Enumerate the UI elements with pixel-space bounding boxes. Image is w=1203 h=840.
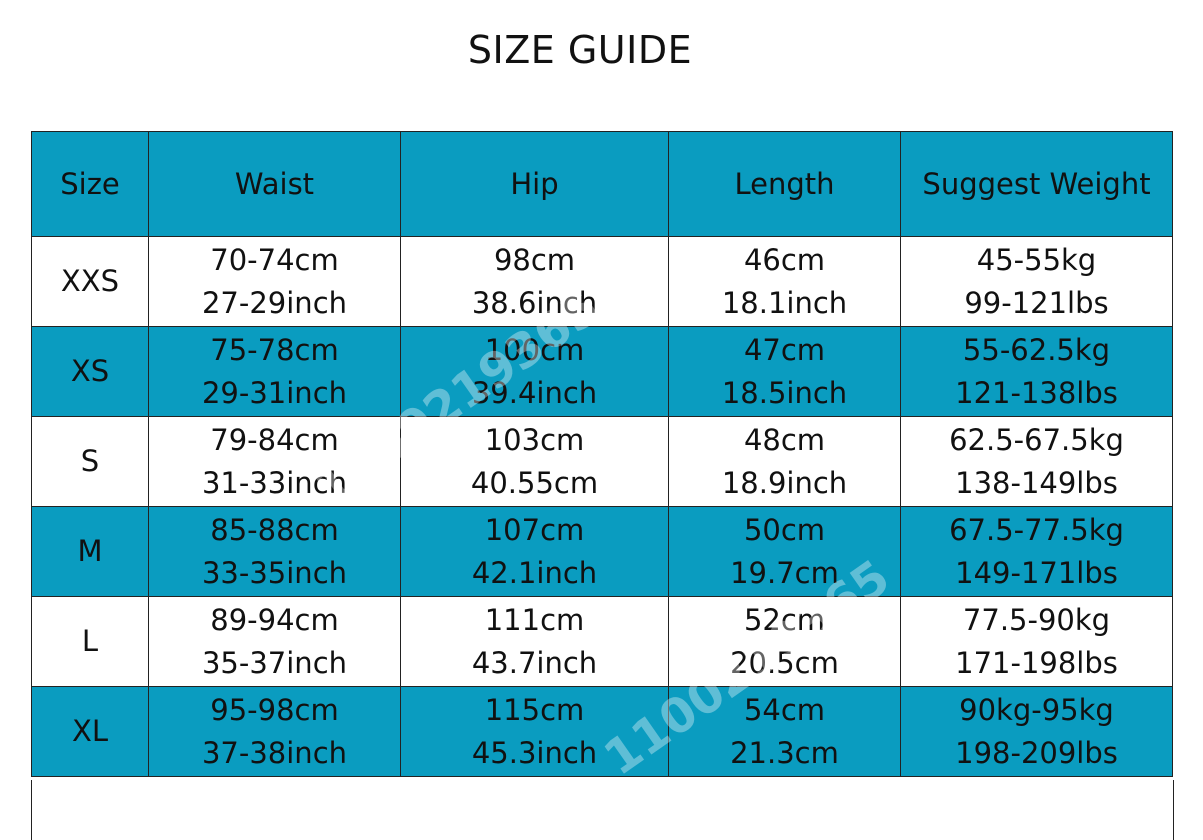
hip-imperial: 38.6inch — [471, 285, 598, 320]
cell-hip: 100cm 39.4inch — [400, 326, 669, 417]
hip-metric: 115cm — [484, 692, 585, 727]
length-metric: 47cm — [743, 332, 826, 367]
weight-metric: 62.5-67.5kg — [949, 422, 1124, 457]
waist-imperial: 27-29inch — [201, 285, 348, 320]
waist-imperial: 37-38inch — [201, 735, 348, 770]
hip-metric: 100cm — [484, 332, 585, 367]
cell-length: 46cm 18.1inch — [668, 236, 901, 327]
length-metric: 54cm — [743, 692, 826, 727]
weight-metric: 90kg-95kg — [959, 692, 1114, 727]
table-row: XXS 70-74cm 27-29inch 98cm 38.6inch 46cm 18.1i… — [31, 236, 1173, 327]
header-size: Size — [31, 131, 149, 237]
hip-imperial: 42.1inch — [471, 555, 598, 590]
length-imperial: 19.7cm — [730, 555, 839, 590]
cell-length: 52cm 20.5cm — [668, 596, 901, 687]
cell-length: 54cm 21.3cm — [668, 686, 901, 777]
size-table: Size Waist Hip Length Suggest Weight XXS… — [31, 131, 1173, 777]
cell-waist: 75-78cm 29-31inch — [148, 326, 401, 417]
length-imperial: 21.3cm — [730, 735, 839, 770]
cell-hip: 111cm 43.7inch — [400, 596, 669, 687]
cell-waist: 79-84cm 31-33inch — [148, 416, 401, 507]
cell-size: L — [31, 596, 149, 687]
waist-metric: 85-88cm — [210, 512, 339, 547]
table-row: M 85-88cm 33-35inch 107cm 42.1inch 50cm 19.7cm… — [31, 506, 1173, 597]
weight-metric: 55-62.5kg — [962, 332, 1111, 367]
weight-imperial: 198-209lbs — [955, 735, 1118, 770]
cell-weight: 55-62.5kg 121-138lbs — [900, 326, 1173, 417]
weight-imperial: 171-198lbs — [955, 645, 1118, 680]
cell-waist: 89-94cm 35-37inch — [148, 596, 401, 687]
page-title: SIZE GUIDE — [467, 28, 693, 72]
cell-waist: 85-88cm 33-35inch — [148, 506, 401, 597]
length-imperial: 18.9inch — [721, 465, 848, 500]
length-metric: 50cm — [743, 512, 826, 547]
cell-size: XL — [31, 686, 149, 777]
hip-imperial: 39.4inch — [471, 375, 598, 410]
waist-metric: 79-84cm — [210, 422, 339, 457]
length-imperial: 18.5inch — [721, 375, 848, 410]
cell-weight: 77.5-90kg 171-198lbs — [900, 596, 1173, 687]
cell-waist: 95-98cm 37-38inch — [148, 686, 401, 777]
length-imperial: 18.1inch — [721, 285, 848, 320]
cell-size: S — [31, 416, 149, 507]
cell-hip: 115cm 45.3inch — [400, 686, 669, 777]
waist-metric: 89-94cm — [210, 602, 339, 637]
header-row: Size Waist Hip Length Suggest Weight — [31, 131, 1173, 237]
table-row: XS 75-78cm 29-31inch 100cm 39.4inch 47cm 18.5i… — [31, 326, 1173, 417]
hip-metric: 107cm — [484, 512, 585, 547]
hip-imperial: 45.3inch — [471, 735, 598, 770]
weight-imperial: 99-121lbs — [964, 285, 1109, 320]
waist-metric: 95-98cm — [210, 692, 339, 727]
hip-metric: 103cm — [484, 422, 585, 457]
weight-metric: 45-55kg — [976, 242, 1097, 277]
cell-weight: 45-55kg 99-121lbs — [900, 236, 1173, 327]
hip-imperial: 40.55cm — [470, 465, 599, 500]
cell-length: 50cm 19.7cm — [668, 506, 901, 597]
weight-imperial: 138-149lbs — [955, 465, 1118, 500]
cell-hip: 98cm 38.6inch — [400, 236, 669, 327]
cell-size: M — [31, 506, 149, 597]
header-hip: Hip — [400, 131, 669, 237]
table-row: L 89-94cm 35-37inch 111cm 43.7inch 52cm 20.5cm… — [31, 596, 1173, 687]
cell-length: 47cm 18.5inch — [668, 326, 901, 417]
waist-metric: 75-78cm — [210, 332, 339, 367]
hip-imperial: 43.7inch — [471, 645, 598, 680]
weight-metric: 67.5-77.5kg — [949, 512, 1124, 547]
length-imperial: 20.5cm — [730, 645, 839, 680]
weight-imperial: 149-171lbs — [955, 555, 1118, 590]
hip-metric: 111cm — [484, 602, 585, 637]
cell-weight: 67.5-77.5kg 149-171lbs — [900, 506, 1173, 597]
cell-weight: 90kg-95kg 198-209lbs — [900, 686, 1173, 777]
cell-size: XS — [31, 326, 149, 417]
cell-hip: 107cm 42.1inch — [400, 506, 669, 597]
header-waist: Waist — [148, 131, 401, 237]
waist-imperial: 33-35inch — [201, 555, 348, 590]
length-metric: 48cm — [743, 422, 826, 457]
cell-size: XXS — [31, 236, 149, 327]
length-metric: 46cm — [743, 242, 826, 277]
waist-imperial: 31-33inch — [201, 465, 348, 500]
waist-imperial: 29-31inch — [201, 375, 348, 410]
cell-weight: 62.5-67.5kg 138-149lbs — [900, 416, 1173, 507]
header-length: Length — [668, 131, 901, 237]
waist-imperial: 35-37inch — [201, 645, 348, 680]
cell-length: 48cm 18.9inch — [668, 416, 901, 507]
hip-metric: 98cm — [493, 242, 576, 277]
table-empty-area — [31, 780, 1174, 840]
length-metric: 52cm — [743, 602, 826, 637]
weight-metric: 77.5-90kg — [962, 602, 1111, 637]
table-row: S 79-84cm 31-33inch 103cm 40.55cm 48cm 18.9inc… — [31, 416, 1173, 507]
weight-imperial: 121-138lbs — [955, 375, 1118, 410]
table-row: XL 95-98cm 37-38inch 115cm 45.3inch 54cm 21.3c… — [31, 686, 1173, 777]
cell-waist: 70-74cm 27-29inch — [148, 236, 401, 327]
header-weight: Suggest Weight — [900, 131, 1173, 237]
waist-metric: 70-74cm — [210, 242, 339, 277]
cell-hip: 103cm 40.55cm — [400, 416, 669, 507]
